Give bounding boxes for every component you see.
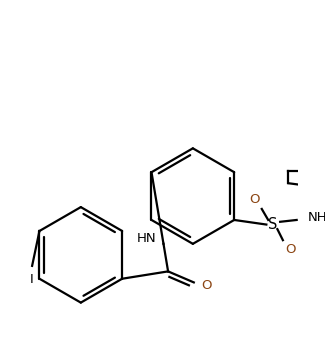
Text: O: O [201, 279, 212, 292]
Text: O: O [249, 193, 260, 206]
Text: I: I [30, 273, 34, 286]
Text: HN: HN [137, 232, 157, 245]
Text: NH: NH [308, 211, 325, 224]
Text: O: O [285, 243, 295, 256]
Text: S: S [268, 217, 278, 232]
